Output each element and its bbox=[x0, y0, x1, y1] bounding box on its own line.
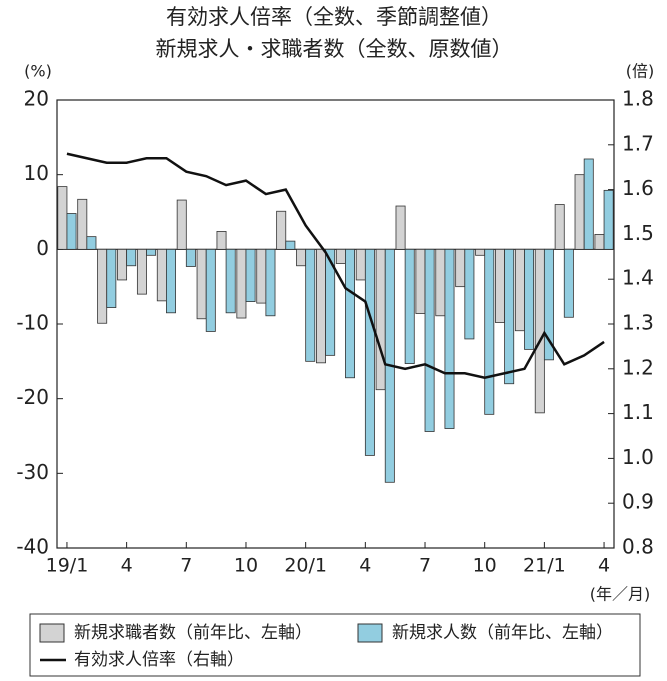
bar bbox=[524, 248, 535, 350]
bar bbox=[475, 248, 486, 256]
bar bbox=[97, 248, 108, 324]
y2-tick-label: 1.2 bbox=[622, 355, 654, 379]
bar bbox=[256, 248, 267, 304]
bar bbox=[136, 248, 147, 295]
bar bbox=[296, 248, 307, 267]
x-tick-label: 4 bbox=[359, 555, 371, 577]
bar bbox=[484, 248, 495, 415]
bar bbox=[236, 248, 247, 319]
bar bbox=[345, 248, 355, 379]
y2-tick-label: 0.8 bbox=[622, 535, 654, 559]
bar bbox=[196, 248, 207, 320]
line bbox=[66, 152, 605, 380]
x-tick-label: 10 bbox=[473, 555, 497, 577]
bar bbox=[424, 248, 435, 432]
bar bbox=[86, 236, 97, 250]
bar bbox=[176, 199, 187, 250]
bar bbox=[146, 248, 157, 256]
legend-label: 新規求職者数（前年比、左軸） bbox=[74, 623, 312, 643]
bar bbox=[205, 248, 216, 332]
y2-tick-label: 1.6 bbox=[622, 176, 654, 200]
y-tick-label: -30 bbox=[16, 460, 49, 484]
y-tick-label: 20 bbox=[24, 87, 49, 111]
chart-subtitle: 新規求人・求職者数（全数、原数値） bbox=[156, 37, 513, 61]
legend-box bbox=[29, 613, 641, 677]
bar bbox=[265, 248, 276, 317]
y2-tick-label: 1.1 bbox=[622, 400, 654, 424]
bar bbox=[395, 205, 406, 250]
bar bbox=[285, 240, 296, 250]
bar bbox=[225, 248, 236, 314]
legend-swatch bbox=[357, 623, 383, 643]
y-tick-label: -20 bbox=[16, 385, 49, 409]
bar bbox=[563, 248, 574, 318]
bar bbox=[574, 174, 585, 250]
bar bbox=[514, 248, 525, 332]
bar bbox=[216, 231, 227, 250]
y2-tick-label: 1.7 bbox=[622, 131, 654, 155]
x-tick-label: 21/1 bbox=[523, 555, 566, 577]
y2-axis-unit: (倍) bbox=[626, 62, 655, 81]
bar bbox=[415, 248, 426, 314]
bar bbox=[554, 204, 565, 250]
y-axis-unit: (%) bbox=[24, 62, 52, 81]
bar bbox=[316, 248, 326, 364]
bar bbox=[534, 248, 545, 414]
y-tick-label: 10 bbox=[24, 161, 49, 185]
bar bbox=[464, 248, 475, 340]
bar bbox=[185, 248, 196, 267]
bar bbox=[77, 198, 88, 250]
bar bbox=[435, 248, 446, 317]
bar bbox=[583, 158, 594, 250]
bar bbox=[495, 248, 505, 323]
y2-tick-label: 1.4 bbox=[622, 266, 654, 290]
bar bbox=[117, 248, 128, 281]
bar bbox=[603, 189, 614, 250]
bar bbox=[504, 248, 515, 385]
x-tick-label: 19/1 bbox=[46, 555, 89, 577]
y-tick-label: -10 bbox=[16, 311, 49, 335]
y2-tick-label: 1.0 bbox=[622, 445, 654, 469]
bar bbox=[106, 248, 117, 308]
bar bbox=[364, 248, 375, 456]
x-axis-unit: (年／月) bbox=[590, 585, 651, 604]
legend-swatch bbox=[39, 623, 65, 643]
y2-tick-label: 0.9 bbox=[622, 490, 654, 514]
bar bbox=[305, 248, 316, 362]
x-tick-label: 7 bbox=[180, 555, 192, 577]
bar bbox=[126, 248, 137, 267]
legend-label: 新規求人数（前年比、左軸） bbox=[392, 623, 613, 643]
y2-tick-label: 1.5 bbox=[622, 221, 654, 245]
bar bbox=[245, 248, 256, 302]
x-tick-label: 4 bbox=[121, 555, 133, 577]
bar bbox=[276, 210, 287, 250]
bar bbox=[325, 248, 336, 356]
y2-tick-label: 1.8 bbox=[622, 87, 654, 111]
bar bbox=[375, 248, 386, 391]
bar bbox=[335, 248, 346, 264]
x-tick-label: 4 bbox=[598, 555, 610, 577]
bar bbox=[57, 186, 68, 250]
bar bbox=[444, 248, 455, 429]
x-tick-label: 10 bbox=[234, 555, 258, 577]
y-tick-label: -40 bbox=[16, 535, 49, 559]
bar bbox=[355, 248, 366, 281]
bar bbox=[66, 213, 77, 250]
bar bbox=[543, 248, 554, 361]
bar bbox=[166, 248, 176, 314]
bar bbox=[156, 248, 167, 302]
x-tick-label: 7 bbox=[419, 555, 431, 577]
y-tick-label: 0 bbox=[36, 236, 49, 260]
bar bbox=[594, 233, 605, 250]
chart-title: 有効求人倍率（全数、季節調整値） bbox=[166, 5, 502, 29]
bar bbox=[404, 248, 415, 364]
x-tick-label: 20/1 bbox=[284, 555, 327, 577]
bar bbox=[455, 248, 466, 288]
legend-label: 有効求人倍率（右軸） bbox=[74, 650, 244, 670]
y2-tick-label: 1.3 bbox=[622, 311, 654, 335]
